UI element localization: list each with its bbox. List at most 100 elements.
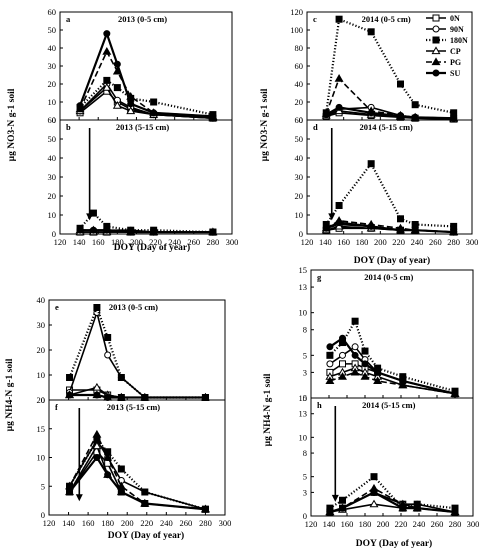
x-tick-label: 120: [301, 237, 314, 247]
series-line-SU: [79, 30, 213, 118]
data-point-SU: [450, 228, 458, 236]
data-point-CP: [369, 499, 379, 508]
panel-title: 2014 (0-5 cm): [362, 14, 411, 24]
y-tick-label: 0: [299, 115, 303, 125]
data-point-SU: [451, 508, 459, 516]
y-tick-label: 80: [295, 43, 304, 53]
legend-label-SU: SU: [450, 69, 460, 78]
y-tick-label: 50: [295, 134, 304, 144]
x-tick-label: 160: [82, 518, 95, 528]
y-tick-label: 60: [48, 115, 57, 125]
data-point-180N: [367, 28, 375, 36]
y-tick-label: 50: [48, 134, 57, 144]
y-tick-label: 20: [48, 191, 57, 201]
data-point-180N: [150, 98, 158, 106]
x-tick-label: 300: [467, 519, 480, 529]
x-tick-label: 220: [395, 519, 408, 529]
y-tick-label: 30: [295, 172, 304, 182]
data-point-SU: [370, 488, 378, 496]
y-tick-label: 10: [299, 432, 308, 442]
fertilizer-arrow-head: [328, 213, 336, 221]
data-point-SU: [367, 109, 375, 117]
y-axis-label-nh4-left: µg NH4-N g-1 soil: [5, 358, 15, 431]
data-point-SU: [397, 112, 404, 120]
y-tick-label: 5: [41, 481, 45, 491]
data-point-90N: [351, 343, 359, 351]
x-tick-label: 220: [140, 518, 153, 528]
data-point-PG: [338, 372, 347, 380]
legend-label-CP: CP: [450, 47, 461, 56]
data-point-180N: [89, 209, 97, 217]
data-point-SU: [451, 390, 459, 398]
y-tick-label: 0: [299, 229, 303, 239]
y-tick-label: 0: [52, 115, 56, 125]
legend-marker-0N: [432, 14, 440, 22]
x-tick-label: 220: [392, 237, 405, 247]
panel-f: 0 5 10 15 20 120 140 160 180 200 220 240 260 280 300 20…: [37, 395, 232, 528]
data-point-90N: [104, 351, 112, 359]
data-point-PG: [92, 429, 102, 438]
series-line-CP: [79, 86, 213, 119]
x-tick-label: 180: [359, 519, 372, 529]
x-tick-label: 280: [447, 237, 460, 247]
legend-label-PG: PG: [450, 58, 461, 67]
data-point-SU: [209, 112, 217, 120]
data-point-180N: [326, 351, 334, 359]
x-axis-label-left-bottom: DOY (Day of year): [108, 530, 184, 541]
data-point-180N: [397, 215, 404, 223]
legend-label-0N: 0N: [450, 14, 460, 23]
data-point-90N: [326, 360, 334, 368]
x-tick-label: 120: [43, 518, 56, 528]
data-point-CP: [92, 382, 102, 391]
y-tick-label: 20: [295, 191, 304, 201]
series-line-180N: [68, 438, 206, 511]
data-point-SU: [103, 226, 111, 234]
panel-b: 0 10 20 30 40 50 60 120 140 160 180 200 220 240 260 280…: [48, 115, 239, 247]
data-point-PG: [334, 74, 344, 82]
panel-g: 0 3 5 8 10 13 15 2014 (0-5 cm) g: [299, 265, 474, 403]
y-tick-label: 10: [299, 308, 308, 318]
y-axis-label-no3-left: µg NO3-N g-1 soil: [7, 88, 17, 161]
data-point-SU: [104, 471, 112, 479]
y-tick-label: 20: [37, 345, 46, 355]
x-tick-label: 280: [449, 519, 462, 529]
data-point-SU: [93, 391, 101, 399]
y-tick-label: 100: [290, 25, 303, 35]
panel-letter: a: [66, 14, 71, 24]
data-point-CP: [92, 441, 102, 450]
panel-letter: c: [313, 14, 317, 24]
series-line-SU: [69, 393, 206, 399]
data-point-SU: [113, 60, 121, 68]
y-tick-label: 20: [295, 97, 304, 107]
y-tick-label: 40: [37, 295, 46, 305]
y-tick-label: 3: [303, 487, 307, 497]
y-tick-label: 3: [303, 367, 307, 377]
data-point-SU: [339, 504, 346, 512]
series-line-180N: [68, 304, 206, 399]
data-point-SU: [201, 505, 209, 513]
data-point-180N: [367, 160, 375, 168]
panel-title: 2013 (5-15 cm): [116, 122, 170, 132]
y-tick-label: 15: [299, 393, 308, 403]
plot-frame: [59, 119, 233, 235]
data-point-SU: [127, 228, 135, 236]
data-point-SU: [335, 219, 343, 227]
data-point-0N: [339, 360, 346, 368]
series-line-180N: [325, 17, 454, 114]
y-tick-label: 50: [48, 25, 57, 35]
data-point-90N: [339, 351, 346, 359]
panel-letter: f: [55, 402, 58, 412]
data-point-SU: [413, 504, 421, 512]
x-tick-label: 280: [199, 518, 212, 528]
panel-letter: d: [313, 122, 318, 132]
y-tick-label: 60: [295, 115, 304, 125]
data-point-180N: [93, 304, 101, 311]
data-point-180N: [339, 496, 346, 504]
x-tick-label: 120: [54, 237, 67, 247]
x-tick-label: 260: [429, 237, 442, 247]
y-tick-label: 5: [303, 350, 307, 360]
data-point-180N: [66, 374, 74, 381]
panel-title: 2014 (5-15 cm): [362, 400, 416, 410]
data-point-CP: [102, 83, 112, 91]
